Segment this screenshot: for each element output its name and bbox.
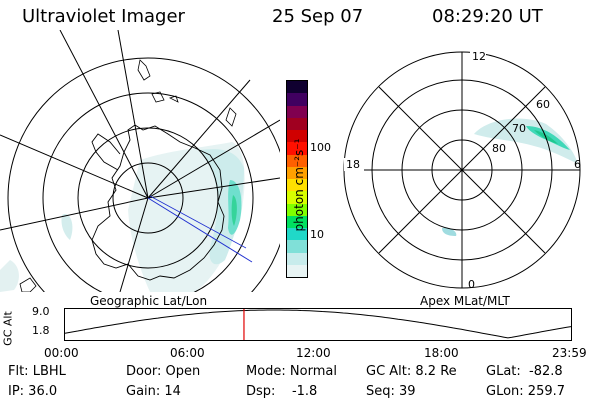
latitude-grid xyxy=(7,57,280,292)
colorbar-swatch xyxy=(287,142,307,155)
ground-track-line xyxy=(147,197,253,263)
auroral-emission-left xyxy=(0,142,245,292)
orbit-altitude-curve xyxy=(64,309,572,339)
colorbar-swatch xyxy=(287,166,307,179)
colorbar-swatch xyxy=(287,105,307,118)
info-seq: Seq: 39 xyxy=(366,384,416,399)
right-map-caption: Apex MLat/MLT xyxy=(420,294,510,308)
info-glon: GLon: 259.7 xyxy=(486,384,566,399)
mlt-label-6: 6 xyxy=(574,158,581,171)
colorbar-swatch xyxy=(287,228,307,241)
colorbar-swatch xyxy=(287,264,307,277)
colorbar-swatch xyxy=(287,203,307,216)
longitude-grid xyxy=(0,30,280,292)
timeline-y-tick-max: 9.0 xyxy=(32,305,50,318)
colorbar-swatch xyxy=(287,81,307,94)
instrument-title: Ultraviolet Imager xyxy=(22,6,185,27)
timeline-x-tick-1200: 12:00 xyxy=(296,346,331,360)
colorbar xyxy=(286,80,308,278)
colorbar-tick-100: 100 xyxy=(310,141,331,154)
geographic-map xyxy=(0,30,280,292)
colorbar-tick-10: 10 xyxy=(310,228,324,241)
colorbar-swatch xyxy=(287,179,307,192)
timeline-y-tick-min: 1.8 xyxy=(32,324,50,337)
timeline-x-tick-1800: 18:00 xyxy=(424,346,459,360)
colorbar-unit-label: photon cm⁻²s⁻¹ xyxy=(292,138,306,232)
mlat-mlt-dial: 12 18 6 0 60 70 80 xyxy=(343,50,581,291)
mlt-label-12: 12 xyxy=(472,50,486,63)
colorbar-swatch xyxy=(287,240,307,253)
mlt-label-0: 0 xyxy=(468,278,475,291)
colorbar-swatch xyxy=(287,117,307,130)
colorbar-swatch xyxy=(287,215,307,228)
orbit-timeline xyxy=(64,308,572,341)
mlt-grid xyxy=(344,52,580,288)
info-gc-alt: GC Alt: 8.2 Re xyxy=(366,364,457,379)
timeline-ylabel-wrap: GC Alt xyxy=(0,310,15,350)
info-door: Door: Open xyxy=(126,364,201,379)
mlat-label-80: 80 xyxy=(492,142,506,155)
date-label: 25 Sep 07 xyxy=(272,6,364,27)
info-gain: Gain: 14 xyxy=(126,384,181,399)
mlat-label-60: 60 xyxy=(536,98,550,111)
info-filter: Flt: LBHL xyxy=(8,364,66,379)
colorbar-swatch xyxy=(287,252,307,265)
info-ip: IP: 36.0 xyxy=(8,384,58,399)
time-label: 08:29:20 UT xyxy=(432,6,543,27)
timeline-x-tick-0600: 06:00 xyxy=(170,346,205,360)
info-glat: GLat: -82.8 xyxy=(486,364,563,379)
info-dsp: Dsp: -1.8 xyxy=(246,384,318,399)
colorbar-swatch xyxy=(287,154,307,167)
timeline-ylabel: GC Alt xyxy=(1,311,15,346)
left-map-caption: Geographic Lat/Lon xyxy=(90,294,208,308)
timeline-x-tick-0000: 00:00 xyxy=(44,346,79,360)
mlat-label-70: 70 xyxy=(512,122,526,135)
colorbar-swatch xyxy=(287,93,307,106)
colorbar-swatch xyxy=(287,130,307,143)
antarctica-coastline xyxy=(91,124,225,281)
info-mode: Mode: Normal xyxy=(246,364,337,379)
timeline-x-tick-2359: 23:59 xyxy=(552,346,587,360)
mlt-label-18: 18 xyxy=(346,158,360,171)
colorbar-swatch xyxy=(287,191,307,204)
